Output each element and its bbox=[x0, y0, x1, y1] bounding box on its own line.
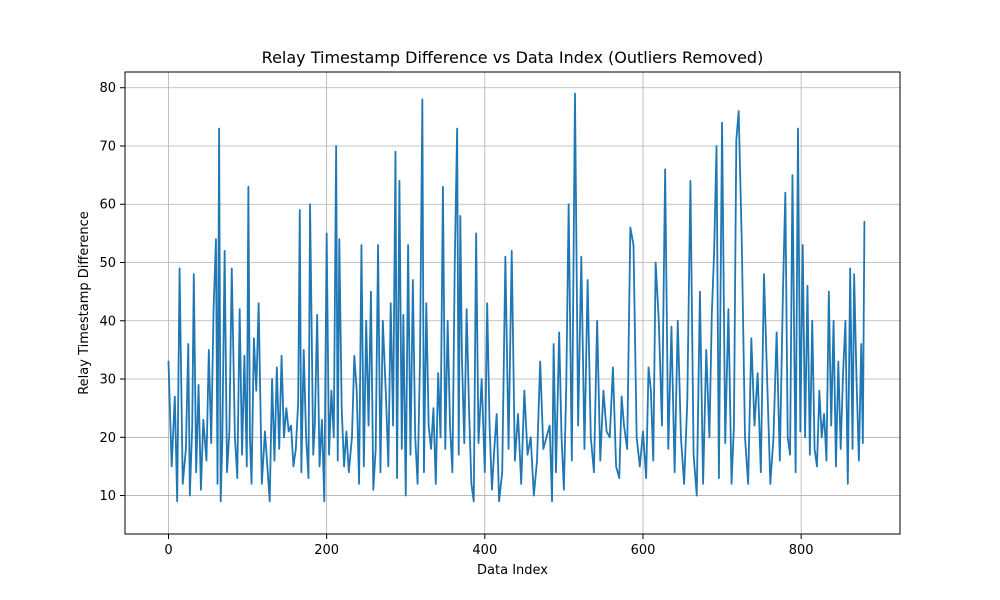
y-tick-label: 70 bbox=[99, 139, 116, 154]
x-tick-label: 600 bbox=[631, 543, 656, 558]
ticks: 0 200 400 600 800 10 20 30 40 50 60 70 80 bbox=[99, 81, 813, 558]
y-tick-label: 10 bbox=[99, 489, 116, 504]
y-axis-label: Relay Timestamp Difference bbox=[77, 211, 92, 395]
x-tick-label: 800 bbox=[789, 543, 814, 558]
chart-title: Relay Timestamp Difference vs Data Index… bbox=[262, 48, 764, 67]
series-line bbox=[167, 92, 866, 503]
plot-frame bbox=[124, 71, 901, 535]
y-tick-label: 20 bbox=[99, 431, 116, 446]
x-tick-label: 200 bbox=[314, 543, 339, 558]
series-layer bbox=[167, 92, 866, 503]
y-tick-label: 80 bbox=[99, 81, 116, 96]
y-tick-label: 60 bbox=[99, 198, 116, 213]
y-tick-label: 40 bbox=[99, 314, 116, 329]
x-tick-label: 0 bbox=[164, 543, 172, 558]
x-tick-label: 400 bbox=[472, 543, 497, 558]
x-axis-label: Data Index bbox=[477, 563, 548, 578]
y-tick-label: 50 bbox=[99, 256, 116, 271]
y-tick-label: 30 bbox=[99, 373, 116, 388]
